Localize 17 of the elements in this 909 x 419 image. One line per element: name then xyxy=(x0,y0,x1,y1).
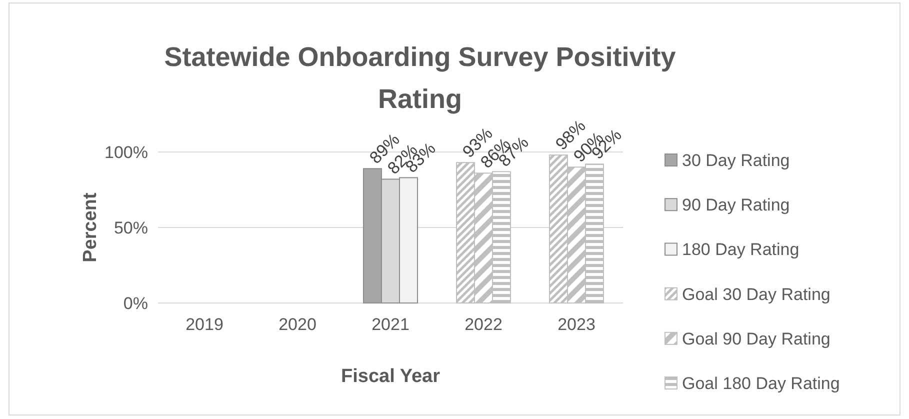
x-tick-label: 2023 xyxy=(558,315,596,334)
chart-title: Statewide Onboarding Survey Positivity Rating xyxy=(164,42,676,114)
legend-label: Goal 90 Day Rating xyxy=(682,329,830,348)
x-axis-title: Fiscal Year xyxy=(341,366,441,387)
legend-label: Goal 180 Day Rating xyxy=(682,374,840,393)
legend-label: Goal 30 Day Rating xyxy=(682,284,830,304)
legend-label: 30 Day Rating xyxy=(682,150,790,170)
y-tick-label: 50% xyxy=(114,218,148,238)
legend-label: 90 Day Rating xyxy=(682,196,790,215)
x-tick-label: 2019 xyxy=(186,315,224,334)
x-tick-label: 2021 xyxy=(372,315,410,334)
x-tick-label: 2022 xyxy=(464,315,502,334)
legend-label: 180 Day Rating xyxy=(682,240,800,260)
y-tick-label: 100% xyxy=(104,142,148,162)
y-tick-label: 0% xyxy=(123,294,148,313)
x-tick-label: 2020 xyxy=(278,315,316,334)
y-axis-title: Percent xyxy=(80,192,101,262)
